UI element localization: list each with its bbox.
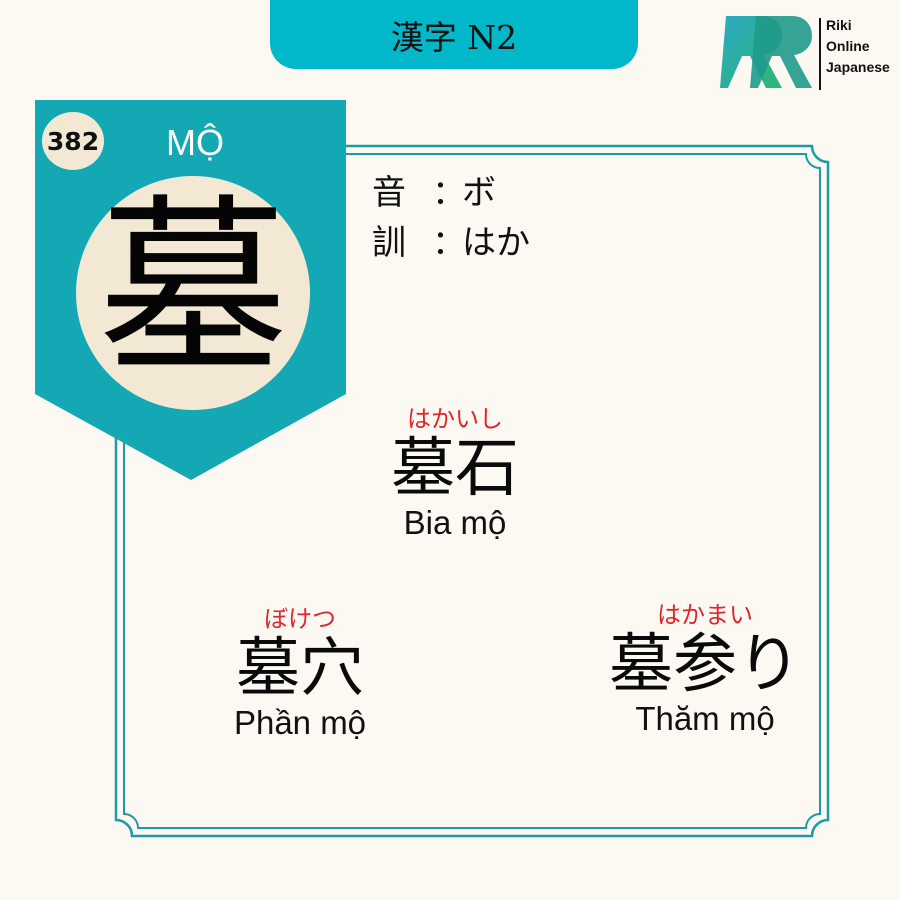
- riki-logo-mark-icon: [720, 16, 812, 88]
- vocab-furigana: はかまい: [657, 601, 753, 629]
- kanji-number-badge: 382: [42, 112, 104, 170]
- vocab-word: 墓参り: [609, 628, 801, 702]
- vocab-item: はかまい 墓参り Thăm mộ: [590, 600, 820, 738]
- logo-divider: [819, 18, 821, 90]
- vocab-item: ぼけつ 墓穴 Phần mộ: [195, 604, 405, 742]
- vietnamese-reading: MỘ: [166, 122, 224, 163]
- vocab-meaning: Bia mộ: [403, 504, 507, 541]
- on-reading-row: 音 ： ボ: [372, 168, 530, 218]
- vocab-furigana: ぼけつ: [264, 605, 336, 633]
- main-kanji: 墓: [97, 178, 288, 399]
- vocab-word: 墓穴: [236, 632, 364, 706]
- vocab-meaning: Thăm mộ: [635, 700, 775, 737]
- kun-reading: はか: [462, 223, 530, 263]
- logo-line-3: Japanese: [826, 59, 890, 75]
- kanji-readings: 音 ： ボ 訓 ： はか: [372, 168, 530, 268]
- vocab-furigana: はかいし: [407, 405, 503, 433]
- logo-line-1: Riki: [826, 17, 852, 33]
- on-separator: ：: [432, 173, 466, 213]
- logo-line-2: Online: [826, 38, 870, 54]
- kun-separator: ：: [432, 223, 466, 263]
- page-title: 漢字 N2: [270, 0, 638, 69]
- vocab-word: 墓石: [391, 432, 519, 506]
- vocab-item: はかいし 墓石 Bia mộ: [330, 404, 580, 542]
- riki-logo: Riki Online Japanese: [718, 12, 898, 92]
- vocab-meaning: Phần mộ: [233, 704, 367, 741]
- kun-reading-row: 訓 ： はか: [372, 218, 530, 268]
- on-reading: ボ: [462, 173, 496, 213]
- kanji-circle: 墓: [76, 176, 310, 410]
- on-label: 音: [372, 173, 406, 213]
- kun-label: 訓: [372, 223, 406, 263]
- logo-text: Riki Online Japanese: [826, 15, 890, 78]
